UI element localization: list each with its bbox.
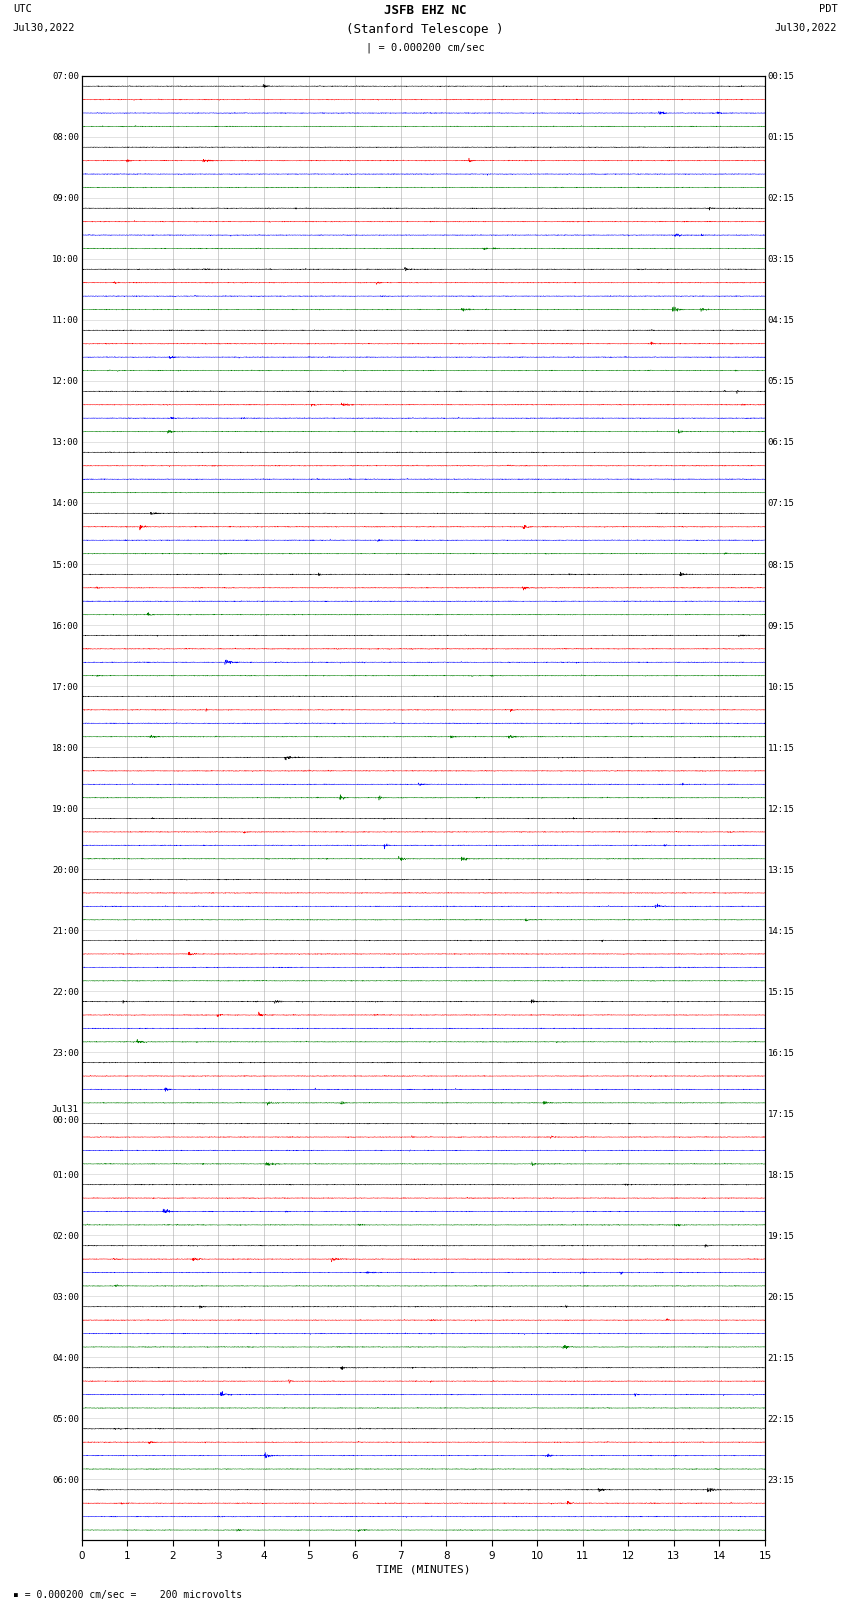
Text: PDT: PDT bbox=[819, 5, 837, 15]
Text: | = 0.000200 cm/sec: | = 0.000200 cm/sec bbox=[366, 44, 484, 53]
Text: Jul30,2022: Jul30,2022 bbox=[774, 24, 837, 34]
Text: JSFB EHZ NC: JSFB EHZ NC bbox=[383, 5, 467, 18]
Text: ▪ = 0.000200 cm/sec =    200 microvolts: ▪ = 0.000200 cm/sec = 200 microvolts bbox=[13, 1590, 242, 1600]
Text: UTC: UTC bbox=[13, 5, 31, 15]
Text: (Stanford Telescope ): (Stanford Telescope ) bbox=[346, 24, 504, 37]
X-axis label: TIME (MINUTES): TIME (MINUTES) bbox=[376, 1565, 471, 1574]
Text: Jul30,2022: Jul30,2022 bbox=[13, 24, 76, 34]
